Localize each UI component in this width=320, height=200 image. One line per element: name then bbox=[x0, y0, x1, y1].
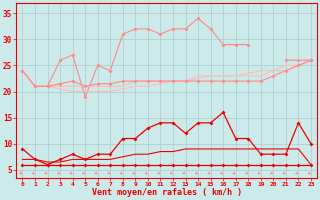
X-axis label: Vent moyen/en rafales ( km/h ): Vent moyen/en rafales ( km/h ) bbox=[92, 188, 242, 197]
